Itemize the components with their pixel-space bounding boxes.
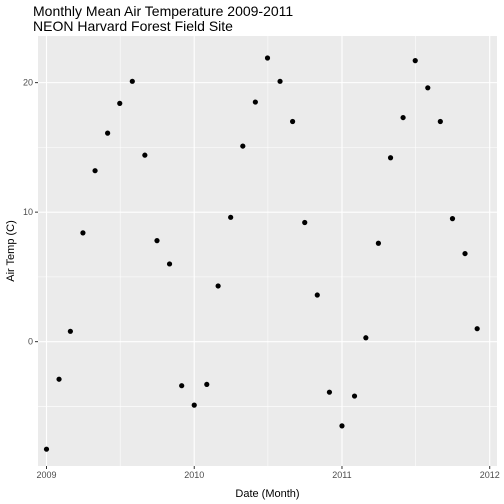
data-point bbox=[228, 214, 234, 220]
data-point bbox=[179, 383, 185, 389]
y-tick-label: 20 bbox=[23, 78, 33, 88]
data-point bbox=[92, 168, 98, 174]
x-axis-title: Date (Month) bbox=[235, 488, 299, 500]
data-point bbox=[166, 261, 173, 267]
data-point bbox=[449, 216, 456, 222]
data-point bbox=[154, 238, 160, 244]
data-point bbox=[129, 78, 135, 84]
data-point bbox=[400, 114, 406, 121]
data-point bbox=[215, 283, 221, 289]
y-tick-label: 0 bbox=[28, 337, 33, 347]
x-tick-label: 2011 bbox=[332, 470, 351, 480]
data-point bbox=[363, 335, 369, 341]
chart-subtitle: NEON Harvard Forest Field Site bbox=[33, 18, 233, 34]
data-point bbox=[43, 446, 50, 452]
data-point bbox=[56, 376, 62, 382]
chart-title: Monthly Mean Air Temperature 2009-2011 bbox=[33, 3, 293, 19]
data-point bbox=[351, 393, 358, 399]
data-point bbox=[375, 240, 382, 246]
data-point bbox=[474, 326, 480, 332]
y-axis: 0 10 20 bbox=[23, 78, 38, 347]
data-point bbox=[264, 55, 271, 61]
y-axis-title: Air Temp (C) bbox=[5, 220, 17, 282]
data-point bbox=[105, 130, 111, 136]
data-point bbox=[326, 389, 333, 395]
data-point bbox=[302, 219, 308, 226]
data-point bbox=[289, 118, 296, 125]
data-point bbox=[204, 381, 210, 388]
data-point bbox=[142, 152, 148, 158]
data-point bbox=[437, 118, 443, 125]
x-axis: 2009 2010 2011 2012 bbox=[36, 466, 500, 480]
data-point bbox=[387, 155, 394, 161]
x-tick-label: 2012 bbox=[480, 470, 500, 480]
data-point bbox=[240, 143, 246, 149]
x-tick-label: 2010 bbox=[184, 470, 204, 480]
y-tick-label: 10 bbox=[23, 207, 33, 217]
minor-gridlines bbox=[38, 36, 497, 466]
data-point bbox=[117, 100, 123, 106]
data-point bbox=[277, 78, 283, 84]
data-point bbox=[67, 328, 73, 334]
data-point bbox=[191, 402, 197, 408]
x-tick-label: 2009 bbox=[36, 470, 56, 480]
major-gridlines bbox=[38, 36, 497, 466]
plot-panel bbox=[38, 36, 497, 466]
data-point bbox=[412, 58, 418, 64]
data-point bbox=[462, 250, 468, 257]
data-points bbox=[43, 55, 480, 452]
data-point bbox=[252, 99, 258, 105]
data-point bbox=[80, 230, 86, 236]
data-point bbox=[425, 85, 431, 91]
data-point bbox=[339, 423, 345, 429]
data-point bbox=[314, 292, 320, 298]
